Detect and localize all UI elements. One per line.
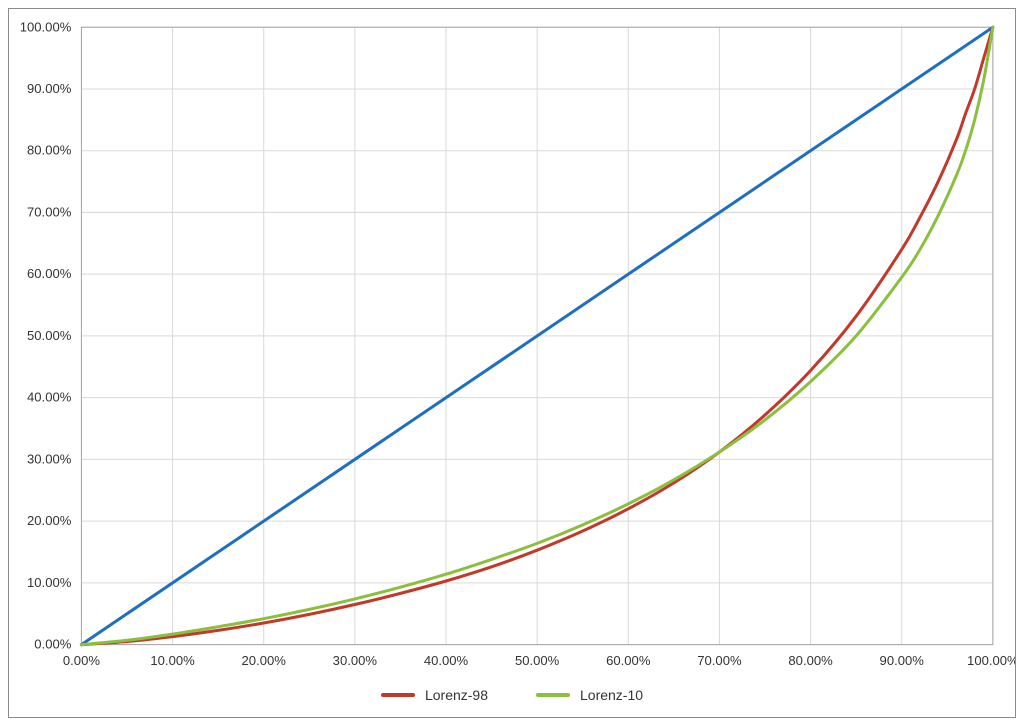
legend-label-lorenz98: Lorenz-98 — [425, 687, 488, 703]
y-tick-label: 10.00% — [27, 575, 72, 590]
y-tick-label: 40.00% — [27, 390, 72, 405]
y-tick-label: 30.00% — [27, 451, 72, 466]
x-tick-label: 60.00% — [606, 653, 651, 668]
legend-swatch-lorenz98 — [381, 693, 415, 697]
y-tick-label: 50.00% — [27, 328, 72, 343]
y-tick-label: 60.00% — [27, 266, 72, 281]
x-tick-label: 30.00% — [333, 653, 378, 668]
x-tick-label: 100.00% — [967, 653, 1015, 668]
y-tick-label: 90.00% — [27, 81, 72, 96]
legend-swatch-lorenz10 — [536, 693, 570, 697]
legend: Lorenz-98 Lorenz-10 — [9, 677, 1015, 717]
lorenz-chart: 0.00% 10.00% 20.00% 30.00% 40.00% 50.00% 60.00… — [9, 9, 1015, 677]
y-tick-label: 70.00% — [27, 204, 72, 219]
x-tick-label: 0.00% — [63, 653, 100, 668]
x-tick-label: 10.00% — [150, 653, 195, 668]
legend-label-lorenz10: Lorenz-10 — [580, 687, 643, 703]
plot-area-wrapper: 0.00% 10.00% 20.00% 30.00% 40.00% 50.00% 60.00… — [9, 9, 1015, 677]
x-tick-label: 70.00% — [697, 653, 742, 668]
chart-card: 0.00% 10.00% 20.00% 30.00% 40.00% 50.00% 60.00… — [8, 8, 1016, 718]
y-tick-label: 100.00% — [20, 19, 72, 34]
x-tick-label: 20.00% — [242, 653, 287, 668]
legend-item-lorenz10: Lorenz-10 — [536, 687, 643, 703]
y-tick-label: 0.00% — [34, 637, 71, 652]
chart-frame: 0.00% 10.00% 20.00% 30.00% 40.00% 50.00% 60.00… — [0, 0, 1024, 726]
x-tick-label: 40.00% — [424, 653, 469, 668]
legend-item-lorenz98: Lorenz-98 — [381, 687, 488, 703]
y-tick-label: 20.00% — [27, 513, 72, 528]
x-tick-label: 50.00% — [515, 653, 560, 668]
x-tick-label: 90.00% — [880, 653, 925, 668]
x-tick-label: 80.00% — [788, 653, 833, 668]
y-tick-label: 80.00% — [27, 143, 72, 158]
